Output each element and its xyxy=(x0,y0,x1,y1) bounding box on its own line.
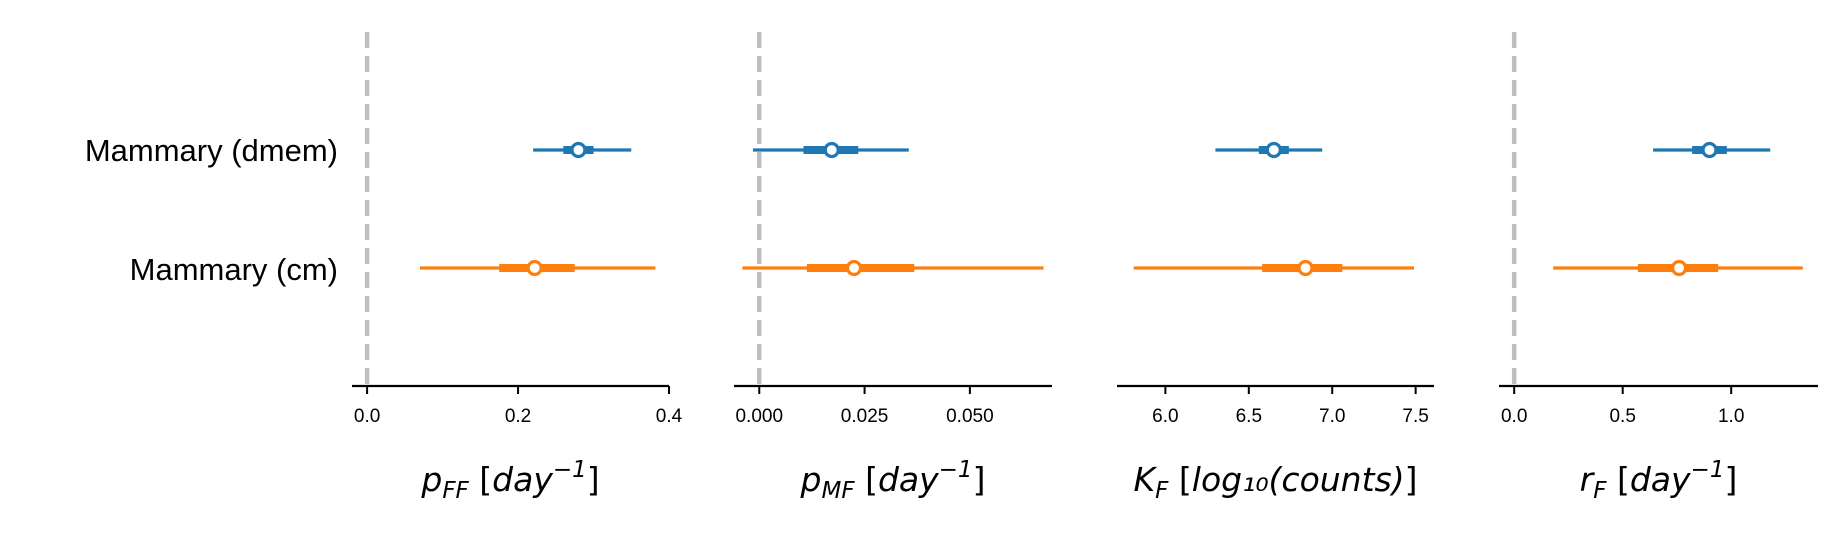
point-estimate xyxy=(1265,141,1282,159)
x-axis-label: pFF [day−1] xyxy=(420,457,599,504)
x-tick-label: 0.025 xyxy=(841,406,889,427)
panel-3: 6.0 6.5 7.0 7.5 KF [log₁₀(counts)] xyxy=(1117,141,1434,504)
point-estimate xyxy=(570,141,587,159)
x-tick-label: 6.0 xyxy=(1152,406,1178,427)
x-axis-label: rF [day−1] xyxy=(1580,457,1738,504)
panel-2: 0.000 0.025 0.050 pMF [day−1] xyxy=(734,32,1052,504)
category-labels: Mammary (dmem) Mammary (cm) xyxy=(85,133,338,287)
panels: 0.0 0.2 0.4 pFF [day−1] 0.000 0.025 0.050 pMF [… xyxy=(352,32,1818,504)
point-estimate xyxy=(1701,141,1718,159)
point-estimate xyxy=(1671,259,1688,277)
x-tick-label: 0.0 xyxy=(354,406,380,427)
x-tick-label: 0.050 xyxy=(946,406,994,427)
x-axis-label: pMF [day−1] xyxy=(800,457,986,504)
x-tick-label: 0.000 xyxy=(735,406,783,427)
category-label-dmem: Mammary (dmem) xyxy=(85,133,338,168)
point-estimate xyxy=(1297,259,1314,277)
point-estimate xyxy=(526,259,543,277)
x-tick-label: 7.5 xyxy=(1402,406,1428,427)
x-axis-label: KF [log₁₀(counts)] xyxy=(1134,460,1418,504)
x-tick-label: 1.0 xyxy=(1718,406,1744,427)
x-tick-label: 0.4 xyxy=(656,406,683,427)
category-label-cm: Mammary (cm) xyxy=(130,252,338,287)
x-tick-label: 7.0 xyxy=(1319,406,1345,427)
point-estimate xyxy=(823,141,840,159)
x-tick-label: 0.0 xyxy=(1501,406,1527,427)
x-tick-label: 6.5 xyxy=(1236,406,1262,427)
x-tick-label: 0.5 xyxy=(1609,406,1635,427)
panel-4: 0.0 0.5 1.0 rF [day−1] xyxy=(1499,32,1818,504)
point-estimate xyxy=(845,259,863,277)
x-tick-label: 0.2 xyxy=(505,406,531,427)
panel-1: 0.0 0.2 0.4 pFF [day−1] xyxy=(352,32,683,504)
